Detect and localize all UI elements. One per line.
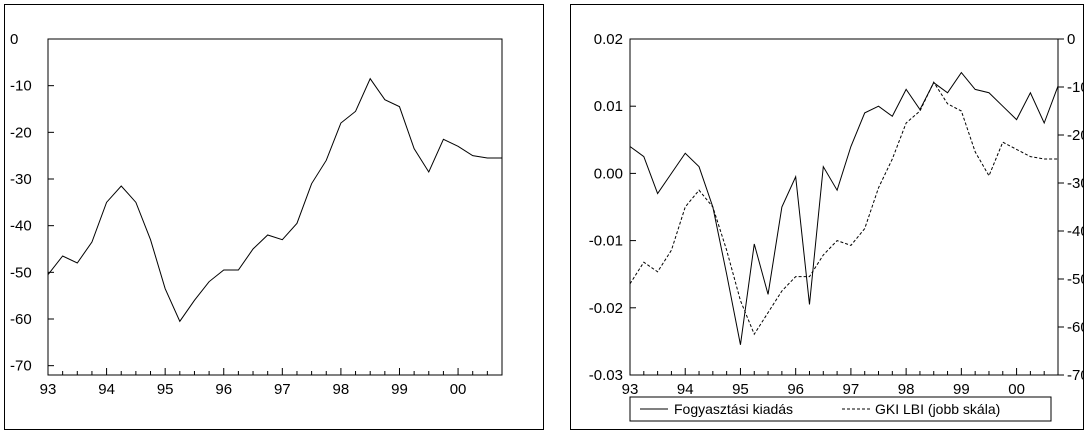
x-tick-label: 98 xyxy=(333,381,350,398)
y-tick-label: -30 xyxy=(10,171,32,188)
x-tick-label: 94 xyxy=(677,381,694,398)
x-tick-label: 99 xyxy=(391,381,408,398)
series-line-solid xyxy=(629,71,1059,345)
series-line-solid xyxy=(47,77,502,323)
line-chart-left: 93 94 95 96 97 98 99 000-10-20-30-40-50-60-70 xyxy=(10,31,503,398)
x-tick-label: 97 xyxy=(843,381,860,398)
x-tick-label: 97 xyxy=(274,381,291,398)
x-tick-label: 96 xyxy=(787,381,804,398)
chart-panel-right: 93 94 95 96 97 98 99 00 0.02 0.01 0.00 -0.01 -0.02 -0… xyxy=(570,4,1084,430)
y2-tick-label: -40 xyxy=(1067,223,1084,240)
plot-area-frame xyxy=(47,38,503,376)
line-chart-right: 93 94 95 96 97 98 99 00 0.02 0.01 0.00 -0.01 -0.02 -0… xyxy=(589,31,1084,422)
x-tick-label: 94 xyxy=(98,381,115,398)
series-line-dashed xyxy=(629,81,1058,336)
y2-tick-label: -50 xyxy=(1067,271,1084,288)
y2-tick-label: -60 xyxy=(1067,319,1084,336)
y2-tick-label: -20 xyxy=(1067,127,1084,144)
x-tick-label: 95 xyxy=(157,381,174,398)
x-tick-label: 95 xyxy=(732,381,749,398)
y-tick-label: -0.01 xyxy=(589,233,623,250)
y-tick-label: 0.01 xyxy=(594,98,623,115)
y-tick-label: -10 xyxy=(10,78,32,95)
x-tick-label: 93 xyxy=(622,381,639,398)
y-tick-label: -0.02 xyxy=(589,300,623,317)
y-tick-label: -0.03 xyxy=(589,367,623,384)
y2-tick-label: -10 xyxy=(1067,79,1084,96)
legend-label: GKI LBI (jobb skála) xyxy=(875,401,1000,417)
x-tick-label: 98 xyxy=(898,381,915,398)
y-tick-label: 0 xyxy=(10,31,18,48)
y2-tick-label: 0 xyxy=(1067,31,1075,48)
x-tick-label: 99 xyxy=(953,381,970,398)
y-tick-label: 0.02 xyxy=(594,31,623,48)
y-tick-label: -50 xyxy=(10,264,32,281)
legend: Fogyasztási kiadás GKI LBI (jobb skála) xyxy=(629,396,1052,422)
y-tick-label: 0.00 xyxy=(594,165,623,182)
legend-label: Fogyasztási kiadás xyxy=(674,401,793,417)
plot-area-frame xyxy=(629,38,1059,376)
legend-box xyxy=(629,396,1052,422)
x-tick-label: 93 xyxy=(40,381,57,398)
y2-tick-label: -70 xyxy=(1067,367,1084,384)
y2-tick-label: -30 xyxy=(1067,175,1084,192)
y-tick-label: -20 xyxy=(10,124,32,141)
chart-panel-left: 93 94 95 96 97 98 99 00 0 -10 -20 -30 -40 -50 -60 -70 xyxy=(4,4,544,430)
x-tick-label: 00 xyxy=(1008,381,1025,398)
x-tick-label: 96 xyxy=(215,381,232,398)
y-tick-label: -40 xyxy=(10,218,32,235)
x-tick-label: 00 xyxy=(450,381,467,398)
y-tick-label: -70 xyxy=(10,358,32,375)
y-tick-label: -60 xyxy=(10,311,32,328)
